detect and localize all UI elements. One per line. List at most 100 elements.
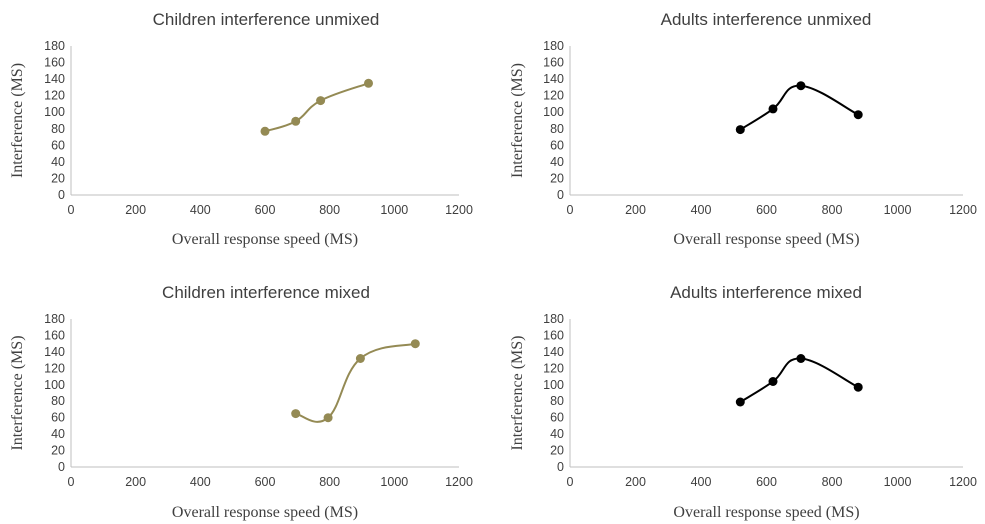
y-tick-label: 100	[44, 378, 65, 392]
y-tick-label: 140	[543, 345, 564, 359]
y-tick-label: 180	[543, 39, 564, 53]
data-point	[355, 354, 365, 363]
y-tick-label: 120	[44, 89, 65, 103]
y-tick-label: 40	[51, 427, 65, 441]
x-tick-label: 400	[691, 203, 712, 217]
x-tick-label: 1200	[949, 475, 977, 489]
chart-panel-2: Adults interference unmixed 0 20 40 60 80 100 1…	[509, 10, 977, 248]
data-point	[260, 126, 270, 136]
y-tick-label: 120	[543, 361, 564, 375]
data-point	[316, 96, 326, 106]
y-tick-label: 160	[44, 328, 65, 342]
y-tick-label: 40	[51, 155, 65, 169]
x-tick-label: 200	[125, 203, 146, 217]
x-axis-label: Overall response speed (MS)	[673, 504, 859, 521]
x-tick-label: 800	[822, 203, 843, 217]
x-tick-label: 1200	[445, 203, 473, 217]
x-tick-label: 0	[567, 475, 574, 489]
x-tick-label: 1200	[949, 203, 977, 217]
chart-panel-4: Adults interference mixed 0 20 40 60 80 100 120…	[509, 283, 977, 521]
y-tick-label: 20	[51, 444, 65, 458]
y-tick-label: 100	[543, 378, 564, 392]
data-point	[291, 409, 301, 419]
y-tick-label: 80	[550, 394, 564, 408]
y-tick-label: 120	[543, 89, 564, 103]
chart-panel-1: Children interference unmixed 0 20 40 60 80 10…	[9, 10, 473, 248]
y-tick-label: 0	[557, 460, 564, 474]
x-tick-label: 0	[68, 475, 75, 489]
x-tick-label: 0	[68, 203, 75, 217]
y-tick-label: 120	[44, 361, 65, 375]
y-tick-label: 40	[550, 155, 564, 169]
data-point	[410, 339, 420, 349]
y-tick-label: 180	[543, 312, 564, 326]
data-point	[291, 116, 301, 126]
data-point	[735, 125, 745, 135]
y-axis-label: Interference (MS)	[9, 63, 26, 178]
x-tick-label: 400	[190, 475, 211, 489]
series-line	[739, 84, 859, 131]
data-point	[796, 354, 806, 363]
y-tick-label: 20	[51, 171, 65, 185]
x-tick-label: 400	[190, 203, 211, 217]
y-tick-label: 100	[543, 105, 564, 119]
data-point	[323, 413, 333, 423]
data-point	[364, 78, 373, 88]
x-tick-label: 600	[255, 203, 276, 217]
y-tick-label: 80	[51, 394, 65, 408]
x-tick-label: 200	[125, 475, 146, 489]
x-tick-label: 600	[756, 475, 777, 489]
x-axis-label: Overall response speed (MS)	[172, 504, 358, 521]
data-point	[768, 377, 778, 386]
x-tick-label: 1200	[445, 475, 473, 489]
y-tick-label: 20	[550, 444, 564, 458]
x-tick-label: 1000	[380, 475, 408, 489]
y-tick-label: 0	[58, 460, 65, 474]
x-tick-label: 0	[567, 203, 574, 217]
series-line	[264, 82, 369, 133]
x-axis-label: Overall response speed (MS)	[172, 231, 358, 248]
y-tick-label: 80	[550, 122, 564, 136]
x-tick-label: 200	[625, 475, 646, 489]
y-tick-label: 180	[44, 39, 65, 53]
chart-title: Children interference mixed	[162, 283, 370, 302]
series-line	[295, 342, 416, 423]
x-tick-label: 400	[691, 475, 712, 489]
data-point	[735, 397, 745, 407]
y-tick-label: 20	[550, 171, 564, 185]
series-line	[739, 357, 859, 403]
x-tick-label: 1000	[380, 203, 408, 217]
y-tick-label: 160	[543, 56, 564, 70]
x-tick-label: 1000	[884, 203, 912, 217]
y-tick-label: 140	[543, 72, 564, 86]
y-tick-label: 60	[51, 411, 65, 425]
y-tick-label: 60	[550, 411, 564, 425]
y-tick-label: 60	[550, 138, 564, 152]
y-tick-label: 140	[44, 72, 65, 86]
data-point	[853, 382, 863, 392]
y-tick-label: 80	[51, 122, 65, 136]
y-tick-label: 40	[550, 427, 564, 441]
y-axis-label: Interference (MS)	[509, 335, 526, 450]
data-point	[768, 104, 778, 114]
y-tick-label: 180	[44, 312, 65, 326]
y-tick-label: 160	[543, 328, 564, 342]
y-axis-label: Interference (MS)	[9, 335, 26, 450]
x-tick-label: 600	[756, 203, 777, 217]
chart-title: Children interference unmixed	[153, 10, 380, 29]
x-tick-label: 800	[319, 475, 340, 489]
y-tick-label: 100	[44, 105, 65, 119]
x-tick-label: 600	[255, 475, 276, 489]
x-tick-label: 800	[822, 475, 843, 489]
x-tick-label: 200	[625, 203, 646, 217]
y-tick-label: 160	[44, 56, 65, 70]
data-point	[853, 110, 863, 120]
x-tick-label: 800	[319, 203, 340, 217]
chart-title: Adults interference mixed	[670, 283, 862, 302]
y-tick-label: 0	[557, 188, 564, 202]
x-tick-label: 1000	[884, 475, 912, 489]
x-axis-label: Overall response speed (MS)	[673, 231, 859, 248]
y-axis-label: Interference (MS)	[509, 63, 526, 178]
y-tick-label: 60	[51, 138, 65, 152]
